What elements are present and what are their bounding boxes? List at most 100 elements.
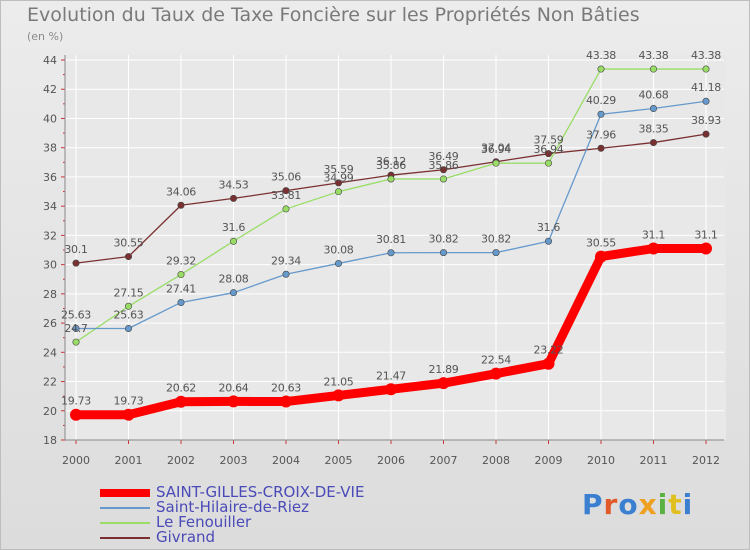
data-label: 23.22 [534,344,564,357]
legend-label: Givrand [156,528,216,546]
data-label: 33.81 [271,189,301,202]
legend-swatch [100,536,150,539]
data-point [282,205,290,213]
data-label: 41.18 [691,81,721,94]
data-label: 37.96 [586,128,616,141]
x-tick-label: 2002 [167,454,195,467]
data-label: 30.1 [64,243,87,256]
logo-letter: t [668,488,683,521]
data-label: 28.08 [219,273,249,286]
data-label: 31.6 [537,221,561,234]
data-label: 43.38 [639,49,669,62]
data-point [227,395,240,408]
data-point [280,395,292,408]
data-label: 30.81 [376,233,406,246]
data-label: 36.49 [429,150,459,163]
data-point [544,237,552,245]
legend: SAINT-GILLES-CROIX-DE-VIE Saint-Hilaire-d… [100,485,364,545]
data-point [649,139,657,147]
data-point [544,159,552,167]
data-point [125,302,133,310]
y-tick-label: 32 [43,229,57,242]
data-label: 31.6 [222,221,246,234]
data-label: 19.73 [61,395,91,408]
data-label: 30.82 [429,233,459,246]
data-point [492,249,500,257]
data-label: 35.86 [429,159,459,172]
data-point [439,249,447,257]
data-point [70,408,82,421]
data-label: 29.32 [166,255,196,268]
data-label: 27.41 [166,282,196,295]
y-tick-label: 18 [43,434,57,447]
x-tick-label: 2003 [220,454,248,467]
y-tick-label: 34 [43,200,57,213]
x-tick-label: 2005 [325,454,353,467]
data-point [177,298,185,306]
x-tick-label: 2007 [430,454,458,467]
legend-label: Le Fenouiller [156,513,252,531]
proxiti-logo: Proxiti [582,488,693,521]
data-point [385,383,397,396]
data-label: 37.59 [534,134,564,147]
x-tick-label: 2001 [115,454,143,467]
data-point [387,249,395,257]
y-tick-label: 40 [43,112,57,125]
x-tick-label: 2009 [535,454,563,467]
data-label: 35.06 [271,171,301,184]
data-label: 43.38 [586,49,616,62]
y-tick-label: 24 [43,346,57,359]
data-point [702,65,710,73]
data-point [597,144,605,152]
data-label: 34.53 [219,178,249,191]
data-label: 34.99 [324,172,354,185]
data-label: 30.82 [481,233,511,246]
data-point [334,188,342,196]
data-point [437,377,450,390]
data-label: 25.63 [114,308,144,321]
data-label: 36.94 [534,143,564,156]
y-tick-label: 22 [43,376,57,389]
data-point [282,187,290,195]
data-label: 21.47 [376,369,406,382]
x-tick-label: 2000 [62,454,90,467]
data-point [334,259,342,267]
data-label: 20.64 [219,381,249,394]
data-point [230,289,238,297]
logo-letter: i [682,488,694,521]
chart-title: Evolution du Taux de Taxe Foncière sur l… [27,4,640,26]
data-point [177,201,185,209]
data-point [332,389,345,402]
data-label: 34.06 [166,185,196,198]
y-tick-label: 38 [43,142,57,155]
data-label: 40.29 [586,94,616,107]
x-tick-label: 2006 [377,454,405,467]
legend-label: SAINT-GILLES-CROIX-DE-VIE [156,483,365,501]
data-label: 29.34 [271,254,301,267]
unit-label: (en %) [27,30,64,43]
data-label: 31.1 [642,229,665,242]
data-point [230,194,238,202]
data-point [125,253,133,261]
data-label: 37.04 [481,142,511,155]
data-label: 30.55 [586,237,616,250]
logo-letter: i [657,488,669,521]
data-label: 20.63 [271,382,301,395]
data-label: 35.59 [324,163,354,176]
legend-item: Le Fenouiller [100,515,364,530]
logo-letter: o [618,488,639,521]
x-tick-label: 2011 [640,454,668,467]
data-point [125,324,133,332]
data-point [492,159,500,167]
legend-swatch [100,506,150,509]
data-point [649,105,657,113]
data-point [544,150,552,158]
data-label: 20.62 [166,382,196,395]
y-tick-label: 42 [43,83,57,96]
x-tick-label: 2004 [272,454,300,467]
data-label: 22.54 [481,354,511,367]
data-point [490,367,502,380]
data-label: 31.1 [694,229,717,242]
data-point [282,270,290,278]
